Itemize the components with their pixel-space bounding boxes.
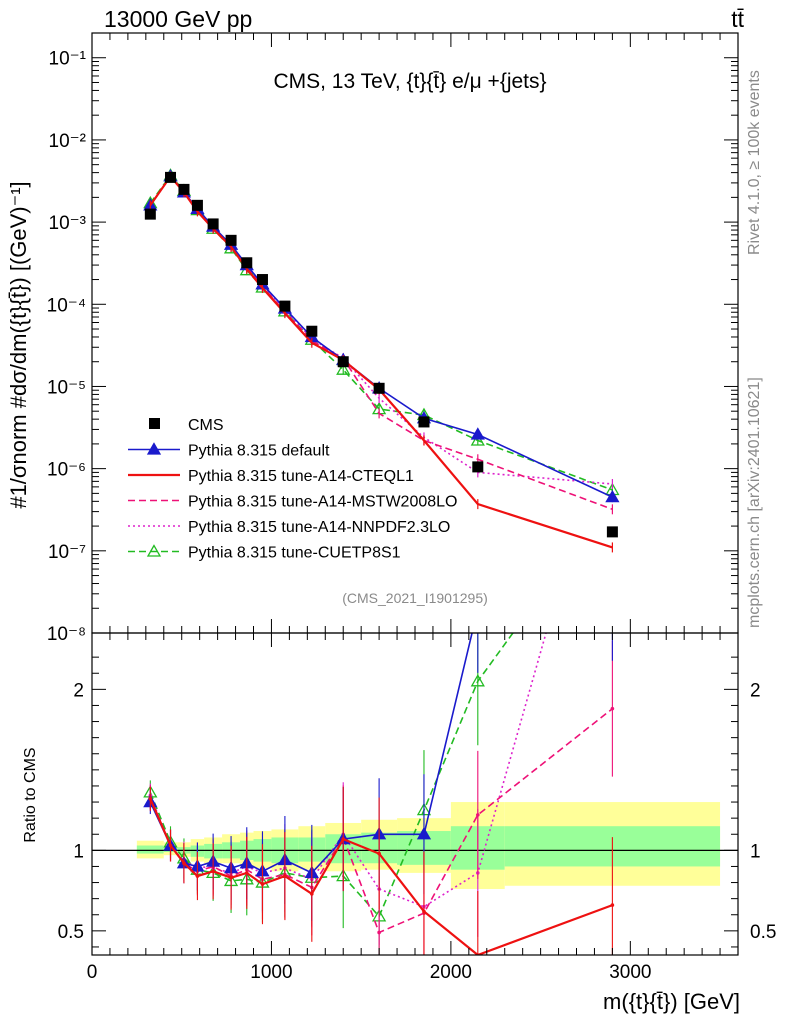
x-tick-label: 2000 — [430, 962, 472, 983]
legend-item-nnpdf: Pythia 8.315 tune-A14-NNPDF2.3LO — [128, 519, 450, 536]
default-marker — [470, 427, 485, 440]
cteql1-ratio-marker — [260, 882, 265, 886]
ratio-series-cteql1 — [148, 786, 615, 955]
legend-marker — [146, 442, 162, 455]
default-ratio-marker — [606, 587, 618, 598]
y-tick-label: 10⁻⁴ — [47, 295, 86, 316]
legend-label: CMS — [188, 417, 224, 434]
ratio-y-tick-label-right: 2 — [750, 680, 761, 701]
cteql1-ratio-marker — [168, 843, 173, 848]
cms-data-point — [472, 461, 484, 473]
cteql1-ratio-marker — [310, 892, 314, 896]
header-observable: tt̄ — [731, 6, 744, 32]
y-tick-label: 10⁻⁷ — [48, 542, 86, 563]
legend-label: Pythia 8.315 tune-A14-MSTW2008LO — [188, 494, 457, 511]
x-tick-label: 3000 — [609, 962, 651, 983]
band-green — [136, 845, 164, 854]
cteql1-ratio-marker — [422, 909, 426, 914]
x-tick-label: 0 — [87, 962, 98, 983]
ratio-panel-frame — [91, 632, 739, 956]
legend-label: Pythia 8.315 default — [188, 443, 330, 460]
cms-data-point — [225, 234, 237, 246]
ratio-y-tick-label: 0.5 — [58, 922, 84, 943]
cms-data-point — [256, 274, 268, 286]
cms-data-point — [606, 526, 618, 538]
axes: 0 1000 2000 3000 10⁻⁸ 10⁻⁷ 10⁻⁶ 10⁻⁵ 10⁻⁴ 10⁻³ 10⁻… — [47, 32, 776, 983]
ratio-y-tick-label-right: 1 — [750, 841, 761, 862]
nnpdf-line — [149, 175, 613, 485]
cms-data-point — [418, 416, 430, 428]
cms-data-point — [279, 300, 291, 312]
legend-item-data: CMS — [149, 417, 224, 434]
cteql1-ratio-marker — [244, 871, 249, 875]
ratio-panel-series — [143, 398, 618, 955]
x-tick-label: 1000 — [250, 962, 292, 983]
cms-data-point — [241, 257, 253, 269]
cms-data-point — [306, 325, 318, 337]
ratio-y-tick-label: 1 — [73, 841, 84, 862]
cteql1-ratio-marker — [341, 837, 346, 841]
y-tick-label: 10⁻¹ — [49, 49, 87, 70]
legend-item-mstw: Pythia 8.315 tune-A14-MSTW2008LO — [128, 494, 457, 511]
cms-data-point — [373, 382, 385, 394]
legend-item-cteql1: Pythia 8.315 tune-A14-CTEQL1 — [128, 468, 414, 485]
default-marker — [605, 489, 620, 503]
cteql1-ratio-marker — [283, 874, 287, 878]
series-nnpdf — [149, 171, 613, 490]
y-tick-label: 10⁻⁸ — [47, 624, 86, 645]
cteql1-ratio-marker — [182, 861, 186, 866]
legend: CMS Pythia 8.315 default Pythia 8.315 tune… — [128, 417, 457, 562]
ratio-y-tick-label: 2 — [73, 680, 84, 701]
plot-title: CMS, 13 TeV, {t}{t̄} e/μ +{jets} — [273, 70, 547, 93]
nnpdf-ratio-line — [149, 633, 547, 908]
cuetp8s1-marker — [470, 433, 485, 446]
legend-item-default: Pythia 8.315 default — [128, 442, 330, 460]
legend-marker — [146, 544, 162, 557]
legend-cms-marker — [149, 418, 160, 429]
cteql1-ratio-marker — [211, 869, 215, 874]
legend-label: Pythia 8.315 tune-A14-CTEQL1 — [188, 468, 414, 485]
cms-data-point — [165, 171, 177, 183]
cteql1-ratio-marker — [229, 875, 233, 880]
mstw-ratio-marker — [377, 930, 381, 935]
analysis-watermark: (CMS_2021_I1901295) — [342, 590, 488, 606]
cuetp8s1-marker — [336, 362, 351, 375]
cms-data-point — [207, 218, 219, 230]
cteql1-ratio-marker — [195, 874, 200, 878]
series-mstw — [149, 171, 613, 515]
x-axis-label: m({t}{t̄}) [GeV] — [603, 989, 740, 1014]
y-tick-label: 10⁻² — [49, 131, 87, 152]
default-ratio-marker — [416, 826, 432, 840]
main-panel-series — [143, 168, 620, 553]
cteql1-ratio-marker — [377, 851, 381, 856]
main-panel-frame — [91, 32, 739, 634]
cms-data-point — [144, 208, 156, 220]
ratio-y-tick-label-right: 0.5 — [750, 922, 776, 943]
cms-data-point — [191, 199, 203, 211]
cteql1-ratio-marker — [610, 903, 615, 907]
mstw-ratio-marker — [610, 706, 615, 711]
header-process: 13000 GeV pp — [104, 6, 253, 32]
y-tick-label: 10⁻³ — [49, 213, 87, 234]
legend-label: Pythia 8.315 tune-A14-NNPDF2.3LO — [188, 519, 450, 536]
cms-data-point — [337, 356, 349, 368]
legend-item-cuetp8s1: Pythia 8.315 tune-CUETP8S1 — [128, 544, 401, 562]
cuetp8s1-ratio-marker — [470, 673, 485, 687]
cteql1-line — [149, 174, 613, 549]
y-tick-label: 10⁻⁶ — [47, 460, 86, 481]
nnpdf-ratio-marker — [611, 398, 615, 402]
ratio-uncertainty-bands — [92, 802, 738, 889]
y-tick-label: 10⁻⁵ — [47, 377, 86, 398]
legend-label: Pythia 8.315 tune-CUETP8S1 — [188, 545, 401, 562]
mstw-ratio-marker — [476, 813, 480, 817]
cms-data-point — [178, 183, 190, 195]
cteql1-ratio-marker — [148, 797, 153, 801]
series-data — [144, 171, 618, 538]
